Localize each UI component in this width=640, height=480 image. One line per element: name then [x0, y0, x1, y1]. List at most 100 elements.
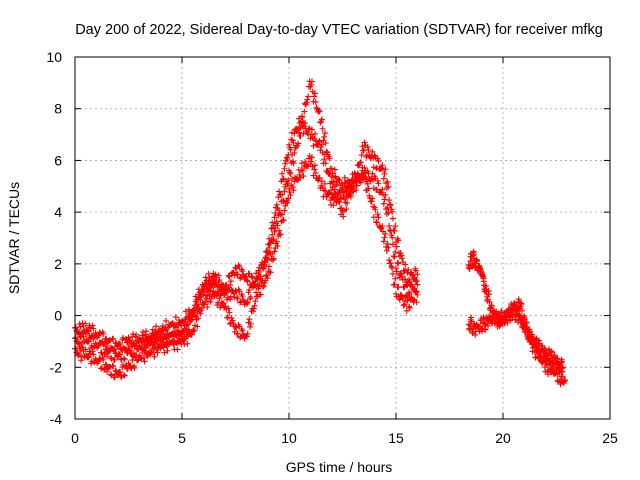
- data-point: [289, 184, 296, 191]
- data-point: [133, 340, 140, 347]
- data-point: [393, 268, 400, 275]
- data-point: [322, 188, 329, 195]
- data-point: [143, 334, 150, 341]
- data-point: [107, 371, 114, 378]
- data-point: [90, 335, 97, 342]
- data-point: [75, 352, 82, 359]
- data-point: [172, 314, 179, 321]
- data-point: [543, 356, 550, 363]
- data-point: [120, 355, 127, 362]
- data-point: [290, 187, 297, 194]
- data-point: [257, 291, 264, 298]
- data-point: [264, 257, 271, 264]
- data-point: [102, 346, 109, 353]
- data-point: [82, 331, 89, 338]
- data-point: [387, 202, 394, 209]
- data-point: [518, 307, 525, 314]
- data-point: [318, 178, 325, 185]
- data-point: [315, 108, 322, 115]
- data-point: [75, 351, 82, 358]
- x-tick-label: 10: [281, 430, 297, 446]
- data-point: [326, 155, 333, 162]
- data-point: [311, 93, 318, 100]
- data-point: [270, 236, 277, 243]
- data-point: [257, 273, 264, 280]
- data-point: [282, 160, 289, 167]
- data-point: [299, 168, 306, 175]
- data-point: [333, 198, 340, 205]
- data-point: [237, 299, 244, 306]
- data-points: [72, 78, 569, 388]
- data-point: [357, 159, 364, 166]
- data-point: [389, 270, 396, 277]
- data-point: [215, 279, 222, 286]
- data-point: [362, 174, 369, 181]
- data-point: [247, 293, 254, 300]
- data-point: [382, 166, 389, 173]
- data-point: [286, 189, 293, 196]
- data-point: [224, 314, 231, 321]
- data-point: [296, 171, 303, 178]
- data-point: [287, 146, 294, 153]
- data-point: [394, 259, 401, 266]
- data-point: [149, 336, 156, 343]
- data-point: [365, 185, 372, 192]
- data-point: [344, 200, 351, 207]
- y-tick-label: 8: [54, 101, 62, 117]
- data-point: [321, 180, 328, 187]
- data-point: [383, 185, 390, 192]
- data-point: [234, 330, 241, 337]
- data-point: [311, 162, 318, 169]
- data-point: [380, 200, 387, 207]
- x-axis-label: GPS time / hours: [286, 459, 393, 475]
- data-point: [250, 305, 257, 312]
- data-point: [344, 188, 351, 195]
- data-point: [100, 331, 107, 338]
- grid-lines: [75, 57, 610, 419]
- data-point: [281, 188, 288, 195]
- data-point: [276, 227, 283, 234]
- data-point: [305, 93, 312, 100]
- data-point: [333, 181, 340, 188]
- data-point: [153, 338, 160, 345]
- data-point: [308, 81, 315, 88]
- data-point: [322, 160, 329, 167]
- data-point: [518, 301, 525, 308]
- data-point: [274, 243, 281, 250]
- data-point: [117, 368, 124, 375]
- y-tick-label: 0: [54, 308, 62, 324]
- data-point: [308, 154, 315, 161]
- data-point: [111, 374, 118, 381]
- data-point: [331, 166, 338, 173]
- data-point: [133, 352, 140, 359]
- data-point: [162, 326, 169, 333]
- data-point: [141, 358, 148, 365]
- data-point: [392, 223, 399, 230]
- data-point: [316, 108, 323, 115]
- data-point: [361, 169, 368, 176]
- data-point: [243, 333, 250, 340]
- data-point: [230, 269, 237, 276]
- data-point: [237, 275, 244, 282]
- data-point: [225, 305, 232, 312]
- data-point: [226, 309, 233, 316]
- data-point: [85, 353, 92, 360]
- data-point: [154, 349, 161, 356]
- y-tick-label: 2: [54, 256, 62, 272]
- data-point: [273, 201, 280, 208]
- data-point: [405, 279, 412, 286]
- data-point: [315, 142, 322, 149]
- data-point: [239, 268, 246, 275]
- data-point: [365, 147, 372, 154]
- data-point: [184, 340, 191, 347]
- data-point: [239, 293, 246, 300]
- data-point: [394, 235, 401, 242]
- data-point: [389, 208, 396, 215]
- data-point: [291, 149, 298, 156]
- data-point: [559, 358, 566, 365]
- data-point: [277, 231, 284, 238]
- data-point: [271, 248, 278, 255]
- data-point: [405, 266, 412, 273]
- data-point: [139, 332, 146, 339]
- data-point: [414, 281, 421, 288]
